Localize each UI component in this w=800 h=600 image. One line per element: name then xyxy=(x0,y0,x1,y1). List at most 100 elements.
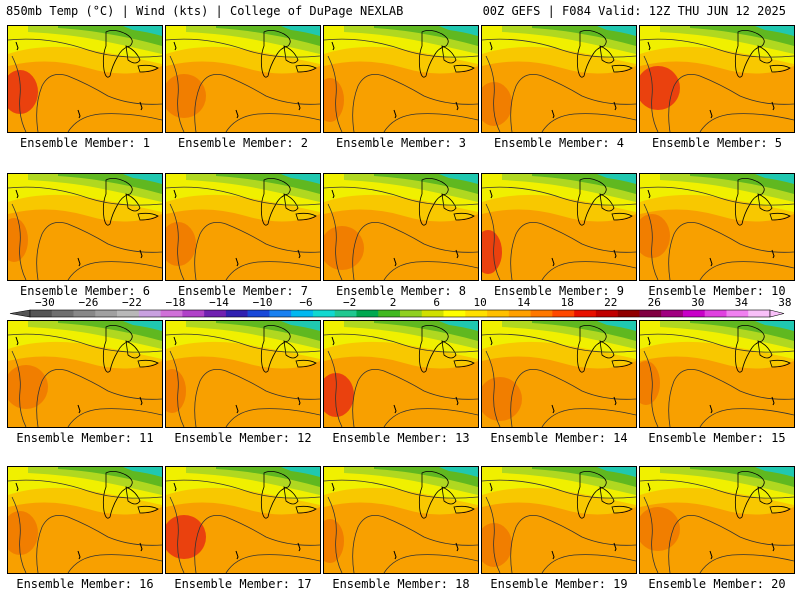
ensemble-member-panel: Ensemble Member: 6 xyxy=(7,173,163,298)
temperature-map xyxy=(481,173,637,281)
ensemble-member-panel: Ensemble Member: 8 xyxy=(323,173,479,298)
colorbar-swatch xyxy=(530,310,553,317)
temperature-map xyxy=(639,320,795,428)
colorbar-swatch xyxy=(748,310,771,317)
colorbar-tick-label: 14 xyxy=(517,296,531,309)
map-title: 850mb Temp (°C) | Wind (kts) | College o… xyxy=(6,4,404,18)
colorbar-swatch xyxy=(421,310,444,317)
ensemble-member-label: Ensemble Member: 17 xyxy=(174,577,312,591)
ensemble-member-panel: Ensemble Member: 16 xyxy=(7,466,163,591)
colorbar-swatch xyxy=(356,310,379,317)
temperature-map xyxy=(481,320,637,428)
temperature-colorbar xyxy=(9,309,785,318)
temperature-map xyxy=(165,466,321,574)
ensemble-member-panel: Ensemble Member: 3 xyxy=(323,25,479,150)
colorbar-tick-label: −6 xyxy=(299,296,313,309)
colorbar-tick-label: −26 xyxy=(78,296,99,309)
ensemble-member-panel: Ensemble Member: 15 xyxy=(639,320,795,445)
temperature-map xyxy=(323,173,479,281)
ensemble-member-label: Ensemble Member: 16 xyxy=(16,577,154,591)
colorbar-swatch xyxy=(617,310,640,317)
colorbar-swatch xyxy=(639,310,662,317)
colorbar-tick-label: 18 xyxy=(560,296,574,309)
colorbar-swatch xyxy=(552,310,575,317)
colorbar-swatch xyxy=(704,310,727,317)
ensemble-member-label: Ensemble Member: 12 xyxy=(174,431,312,445)
colorbar-tick-label: −10 xyxy=(252,296,273,309)
temperature-map xyxy=(165,173,321,281)
colorbar-tick-label: −14 xyxy=(209,296,229,309)
temperature-map xyxy=(639,466,795,574)
colorbar-swatch xyxy=(508,310,531,317)
ensemble-member-panel: Ensemble Member: 7 xyxy=(165,173,321,298)
ensemble-member-panel: Ensemble Member: 19 xyxy=(481,466,637,591)
colorbar-swatch xyxy=(160,310,183,317)
temperature-map xyxy=(323,466,479,574)
ensemble-member-panel: Ensemble Member: 9 xyxy=(481,173,637,298)
colorbar-swatch xyxy=(225,310,248,317)
ensemble-member-panel: Ensemble Member: 2 xyxy=(165,25,321,150)
ensemble-member-label: Ensemble Member: 6 xyxy=(19,284,151,298)
colorbar-swatch xyxy=(443,310,466,317)
colorbar-tick-label: −2 xyxy=(342,296,357,309)
colorbar-tick-label: 34 xyxy=(734,296,748,309)
ensemble-member-panel: Ensemble Member: 18 xyxy=(323,466,479,591)
colorbar-swatch xyxy=(334,310,357,317)
ensemble-member-label: Ensemble Member: 4 xyxy=(493,136,625,150)
colorbar-swatch xyxy=(661,310,684,317)
temperature-map xyxy=(323,25,479,133)
colorbar-swatch xyxy=(574,310,597,317)
ensemble-member-panel: Ensemble Member: 11 xyxy=(7,320,163,445)
colorbar-swatch xyxy=(247,310,270,317)
colorbar-tick-label: 6 xyxy=(433,296,440,309)
colorbar-swatch xyxy=(204,310,227,317)
ensemble-member-panel: Ensemble Member: 4 xyxy=(481,25,637,150)
colorbar-swatch xyxy=(487,310,510,317)
temperature-map xyxy=(7,320,163,428)
ensemble-member-label: Ensemble Member: 13 xyxy=(332,431,470,445)
colorbar-swatch xyxy=(291,310,314,317)
colorbar-tick-label: −22 xyxy=(122,296,142,309)
colorbar-tick-label: 30 xyxy=(691,296,705,309)
temperature-map xyxy=(639,25,795,133)
colorbar-swatch xyxy=(312,310,336,317)
ensemble-member-label: Ensemble Member: 15 xyxy=(648,431,786,445)
ensemble-member-label: Ensemble Member: 7 xyxy=(177,284,309,298)
ensemble-member-label: Ensemble Member: 3 xyxy=(335,136,467,150)
colorbar-tick-label: 38 xyxy=(778,296,792,309)
colorbar-tick-label: 22 xyxy=(604,296,618,309)
ensemble-member-label: Ensemble Member: 18 xyxy=(332,577,470,591)
ensemble-member-label: Ensemble Member: 19 xyxy=(490,577,628,591)
ensemble-member-label: Ensemble Member: 2 xyxy=(177,136,309,150)
ensemble-member-label: Ensemble Member: 5 xyxy=(651,136,783,150)
temperature-map xyxy=(165,320,321,428)
ensemble-member-panel: Ensemble Member: 5 xyxy=(639,25,795,150)
temperature-map xyxy=(165,25,321,133)
colorbar-swatch xyxy=(378,310,401,317)
colorbar-swatch xyxy=(73,310,96,317)
colorbar-tick-label: 2 xyxy=(389,296,397,309)
ensemble-member-panel: Ensemble Member: 1 xyxy=(7,25,163,150)
temperature-map xyxy=(7,466,163,574)
colorbar-swatch xyxy=(51,310,74,317)
ensemble-member-label: Ensemble Member: 9 xyxy=(493,284,625,298)
colorbar-swatch xyxy=(465,310,488,317)
colorbar-swatch xyxy=(726,310,749,317)
colorbar-tick-label: −30 xyxy=(34,296,55,309)
ensemble-member-label: Ensemble Member: 14 xyxy=(490,431,628,445)
temperature-map xyxy=(481,25,637,133)
colorbar-swatch xyxy=(269,310,292,317)
ensemble-member-label: Ensemble Member: 1 xyxy=(19,136,151,150)
colorbar-swatch xyxy=(138,310,161,317)
colorbar-swatch xyxy=(400,310,423,317)
temperature-map xyxy=(7,173,163,281)
ensemble-member-panel: Ensemble Member: 10 xyxy=(639,173,795,298)
ensemble-member-panel: Ensemble Member: 13 xyxy=(323,320,479,445)
temperature-map xyxy=(639,173,795,281)
colorbar-swatch xyxy=(30,310,53,317)
colorbar-swatch xyxy=(595,310,618,317)
colorbar-swatch xyxy=(117,310,140,317)
colorbar-tick-label: 26 xyxy=(647,296,661,309)
temperature-map xyxy=(323,320,479,428)
colorbar-swatch xyxy=(182,310,205,317)
